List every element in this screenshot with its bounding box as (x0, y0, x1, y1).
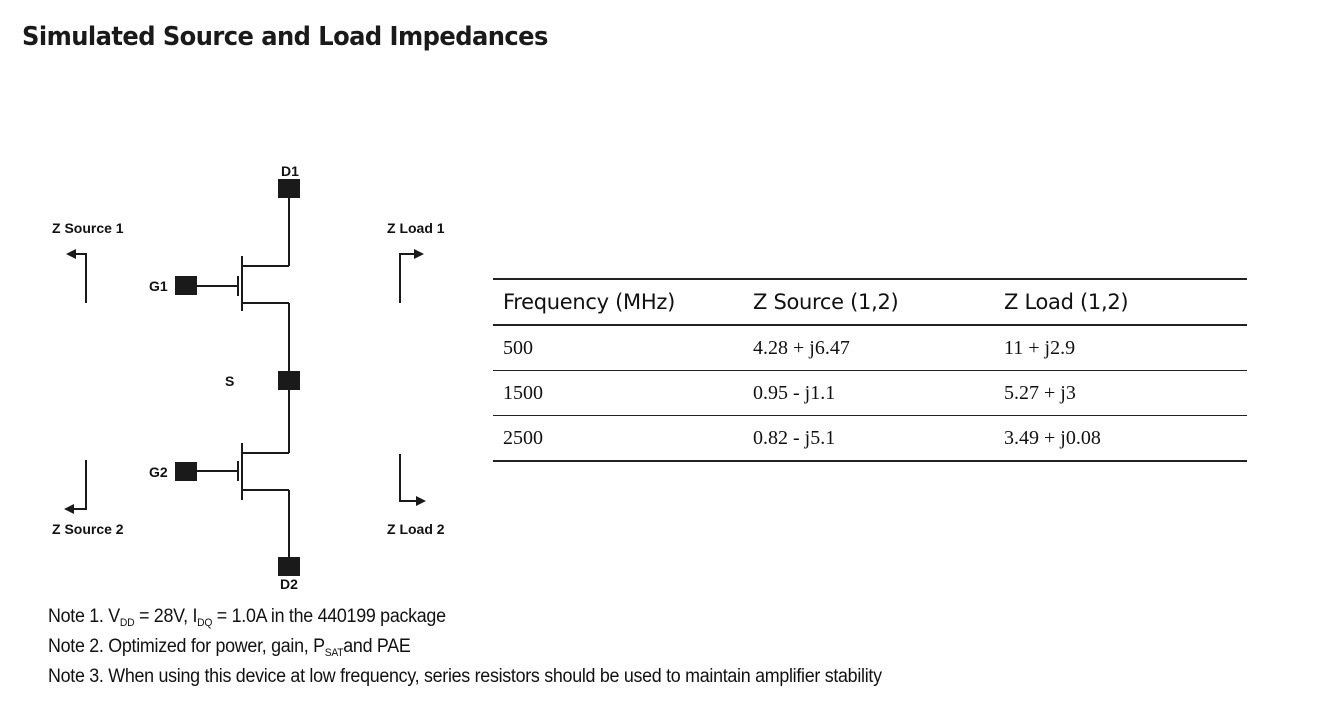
s-pad (278, 371, 300, 390)
table-row: 2500 0.82 - j5.1 3.49 + j0.08 (493, 415, 1247, 462)
note-2-prefix: Note 2. Optimized for power, gain, P (48, 636, 325, 657)
header-z-load: Z Load (1,2) (994, 278, 1247, 326)
lower-transistor (197, 390, 290, 557)
header-z-source: Z Source (1,2) (743, 278, 994, 326)
note-1-suffix: = 1.0A in the 440199 package (212, 606, 446, 627)
header-frequency: Frequency (MHz) (493, 278, 743, 326)
table-header-row: Frequency (MHz) Z Source (1,2) Z Load (1… (493, 278, 1247, 326)
label-z-load-2: Z Load 2 (387, 521, 445, 537)
g2-pad (175, 462, 197, 481)
cell-frequency: 500 (493, 325, 743, 371)
note-3: Note 3. When using this device at low fr… (48, 666, 882, 687)
label-s: S (225, 373, 234, 389)
impedance-table: Frequency (MHz) Z Source (1,2) Z Load (1… (493, 278, 1247, 462)
z-source-2-arrow (64, 460, 87, 514)
table-row: 1500 0.95 - j1.1 5.27 + j3 (493, 370, 1247, 416)
note-1-sub-dq: DQ (197, 617, 213, 629)
page-title: Simulated Source and Load Impedances (22, 22, 548, 52)
cell-z-source: 0.82 - j5.1 (743, 415, 994, 462)
note-2: Note 2. Optimized for power, gain, PSATa… (48, 635, 882, 665)
table-row: 500 4.28 + j6.47 11 + j2.9 (493, 325, 1247, 371)
d2-pad (278, 557, 300, 576)
z-load-2-arrow (399, 454, 426, 506)
note-2-sub-sat: SAT (324, 647, 344, 659)
upper-transistor (197, 198, 290, 371)
label-g2: G2 (149, 464, 168, 480)
cell-z-source: 0.95 - j1.1 (743, 370, 994, 416)
z-source-1-arrow (66, 249, 87, 303)
note-1: Note 1. VDD = 28V, IDQ = 1.0A in the 440… (48, 605, 882, 635)
cell-z-load: 5.27 + j3 (994, 370, 1247, 416)
note-1-mid: = 28V, I (134, 606, 198, 627)
label-g1: G1 (149, 278, 168, 294)
note-1-sub-dd: DD (119, 617, 135, 629)
note-2-suffix: and PAE (343, 636, 411, 657)
label-d1: D1 (281, 163, 299, 179)
cell-frequency: 1500 (493, 370, 743, 416)
cell-z-source: 4.28 + j6.47 (743, 325, 994, 371)
cell-z-load: 11 + j2.9 (994, 325, 1247, 371)
label-z-source-1: Z Source 1 (52, 220, 124, 236)
cell-z-load: 3.49 + j0.08 (994, 415, 1247, 462)
z-load-1-arrow (399, 249, 424, 303)
g1-pad (175, 276, 197, 295)
transistor-diagram: D1 D2 G1 G2 S Z Source 1 Z Source 2 Z Lo… (52, 163, 445, 592)
cell-frequency: 2500 (493, 415, 743, 462)
label-d2: D2 (280, 576, 298, 592)
label-z-load-1: Z Load 1 (387, 220, 445, 236)
notes: Note 1. VDD = 28V, IDQ = 1.0A in the 440… (48, 605, 882, 688)
d1-pad (278, 179, 300, 198)
label-z-source-2: Z Source 2 (52, 521, 124, 537)
note-1-prefix: Note 1. V (48, 606, 120, 627)
